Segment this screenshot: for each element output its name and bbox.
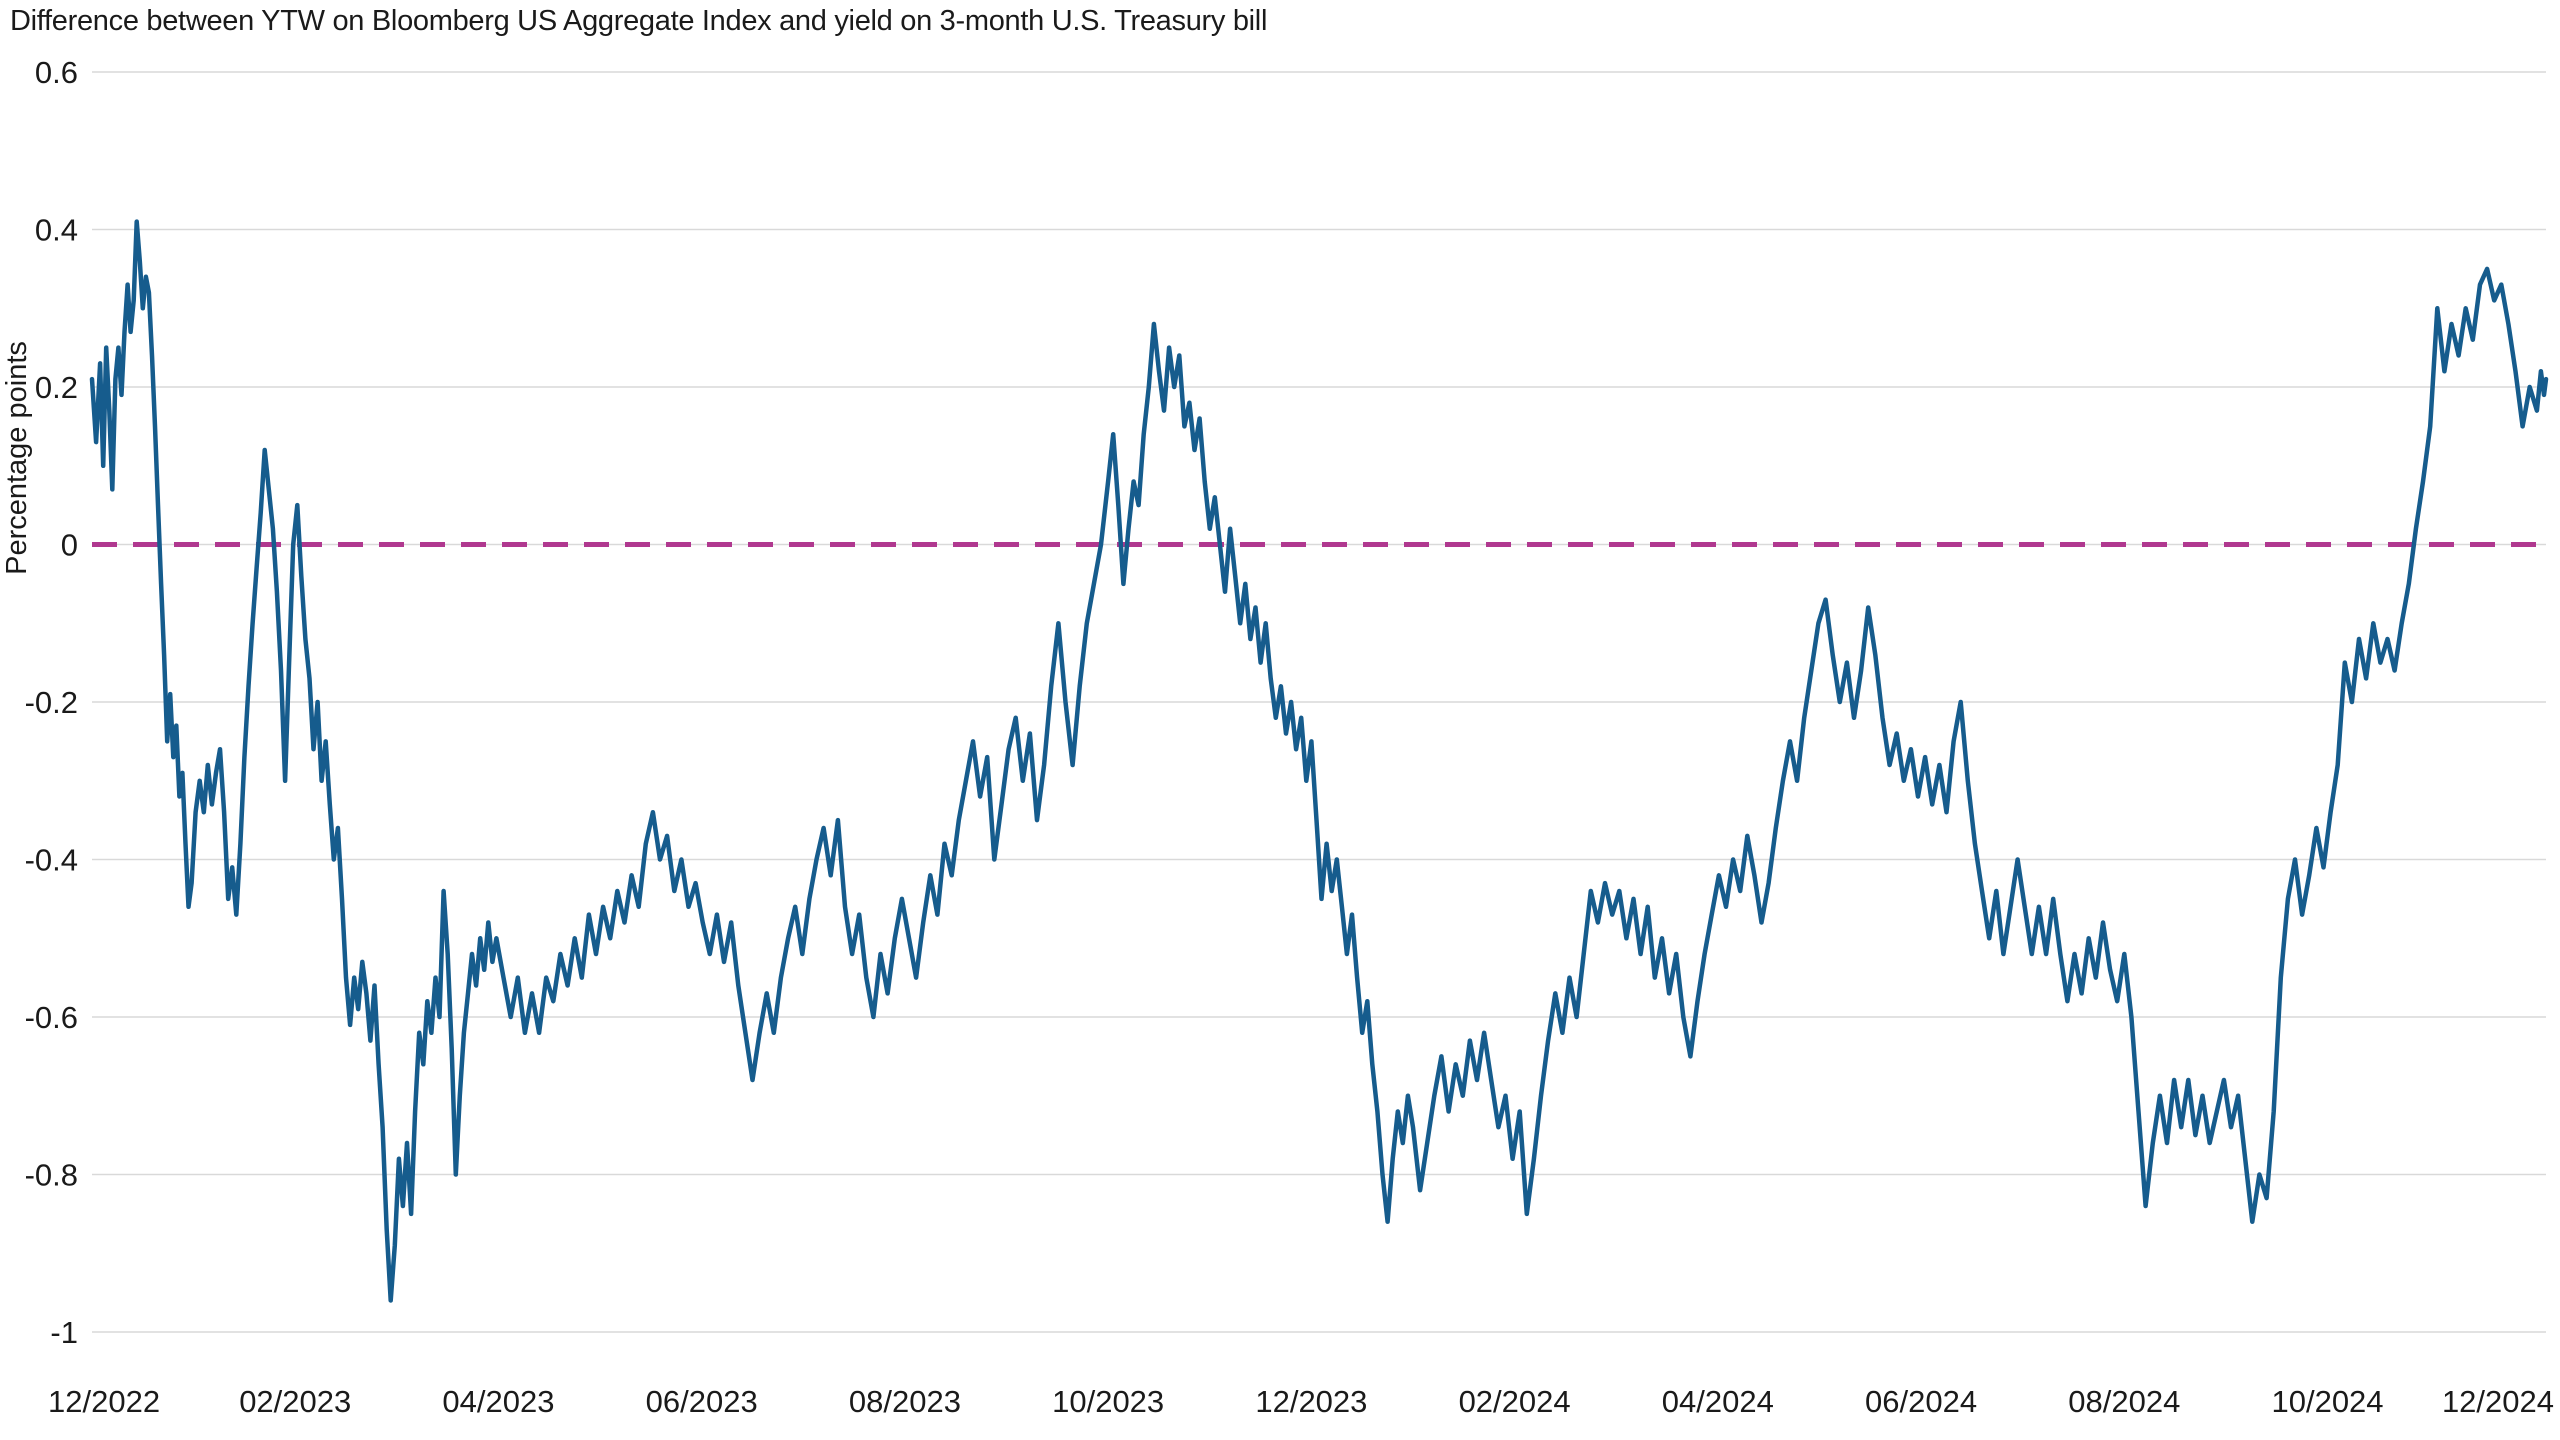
- y-tick-label: 0.2: [35, 370, 78, 405]
- x-tick-label: 12/2022: [48, 1384, 160, 1419]
- x-tick-label: 04/2024: [1662, 1384, 1774, 1419]
- y-tick-label: 0: [61, 528, 78, 563]
- data-line: [89, 219, 2549, 1303]
- y-tick-labels-group: 0.6 0.4 0.2 0 -0.2 -0.4 -0.6 -0.8 -1: [25, 55, 78, 1350]
- y-tick-label: -1: [50, 1315, 78, 1350]
- x-tick-label: 04/2023: [442, 1384, 554, 1419]
- y-tick-label: -0.2: [25, 685, 78, 720]
- chart-title: Difference between YTW on Bloomberg US A…: [10, 5, 1268, 37]
- y-tick-label: 0.6: [35, 55, 78, 90]
- gridlines-group: [92, 71, 2546, 1333]
- x-tick-label: 02/2024: [1459, 1384, 1571, 1419]
- x-tick-label: 08/2024: [2068, 1384, 2180, 1419]
- x-tick-label: 12/2023: [1255, 1384, 1367, 1419]
- y-tick-label: -0.6: [25, 1000, 78, 1035]
- x-tick-label: 12/2024: [2442, 1384, 2554, 1419]
- x-tick-labels-group: 12/2022 02/2023 04/2023 06/2023 08/2023 10/20…: [48, 1384, 2554, 1419]
- x-tick-label: 08/2023: [849, 1384, 961, 1419]
- y-tick-label: -0.8: [25, 1158, 78, 1193]
- x-tick-label: 06/2024: [1865, 1384, 1977, 1419]
- x-tick-label: 06/2023: [646, 1384, 758, 1419]
- y-tick-label: 0.4: [35, 213, 78, 248]
- y-axis-title: Percentage points: [1, 341, 33, 575]
- x-tick-label: 10/2024: [2271, 1384, 2383, 1419]
- y-tick-label: -0.4: [25, 843, 78, 878]
- x-tick-label: 10/2023: [1052, 1384, 1164, 1419]
- x-tick-label: 02/2023: [239, 1384, 351, 1419]
